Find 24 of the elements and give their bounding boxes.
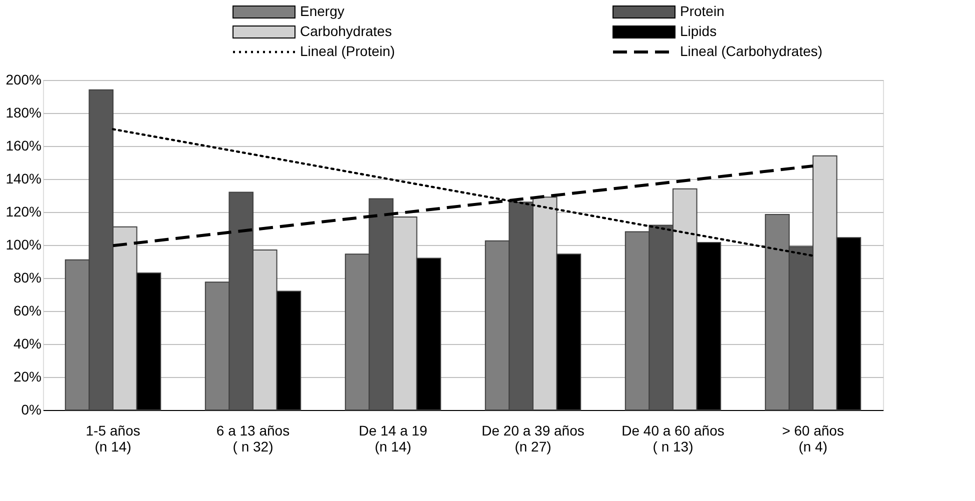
y-tick-label: 40% [13,336,42,352]
y-tick-label: 120% [6,204,42,220]
y-tick-label: 200% [6,72,42,88]
y-tick-label: 140% [6,170,42,186]
x-tick-label: > 60 años (n 4) [782,422,844,454]
x-tick-label: De 20 a 39 años (n 27) [482,422,584,454]
legend-label: Energy [300,3,344,19]
x-tick-label: 1-5 años (n 14) [86,422,140,454]
y-tick-label: 20% [13,368,42,384]
legend-label: Protein [680,3,724,19]
y-tick-label: 160% [6,138,42,154]
legend-label: Carbohydrates [300,23,392,39]
y-tick-label: 80% [13,270,42,286]
x-tick-label: 6 a 13 años ( n 32) [216,422,290,454]
legend-label: Lineal (Protein) [300,43,395,59]
y-tick-label: 60% [13,302,42,318]
x-tick-label: De 14 a 19 (n 14) [358,422,428,454]
y-tick-label: 100% [6,236,42,252]
y-tick-label: 180% [6,104,42,120]
y-tick-label: 0% [21,402,42,418]
x-tick-label: De 40 a 60 años ( n 13) [622,422,724,454]
legend-label: Lineal (Carbohydrates) [680,43,822,59]
line-series [112,128,814,257]
legend-label: Lipids [680,23,717,39]
